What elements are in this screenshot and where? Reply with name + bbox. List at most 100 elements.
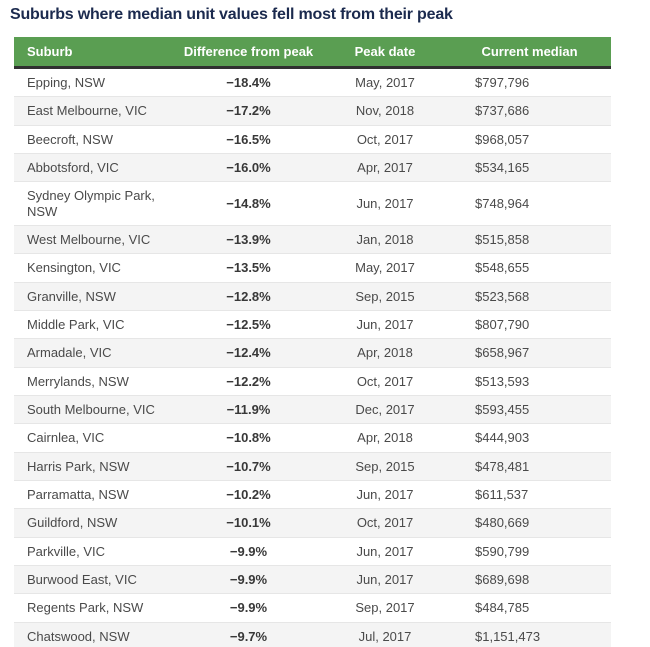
cell-suburb: Parkville, VIC [14, 536, 175, 566]
cell-peak-date: Sep, 2017 [322, 593, 448, 623]
table-row: Cairnlea, VIC −10.8% Apr, 2018 $444,903 [14, 423, 611, 453]
cell-current-median: $1,151,473 [448, 621, 611, 647]
cell-peak-date: May, 2017 [355, 75, 415, 90]
cell-suburb: East Melbourne, VIC [14, 96, 175, 126]
cell-peak-date: Apr, 2018 [322, 423, 448, 453]
cell-suburb: Guildford, NSW [14, 508, 175, 538]
cell-current-median: $515,858 [448, 224, 611, 254]
cell-current-median: $478,481 [448, 451, 611, 481]
cell-peak-date: Oct, 2017 [322, 124, 448, 154]
table-row: East Melbourne, VIC −17.2% Nov, 2018 $737,6… [14, 96, 611, 126]
cell-peak-date: Oct, 2017 [322, 508, 448, 538]
cell-difference-from-peak: −12.8% [175, 281, 322, 311]
cell-difference-from-peak: −10.1% [175, 508, 322, 538]
table-row: Kensington, VIC −13.5% May, 2017 $548,655 [14, 253, 611, 283]
cell-peak-date: Apr, 2017 [322, 152, 448, 182]
cell-current-median: $658,967 [448, 338, 611, 368]
cell-peak-date: Jun, 2017 [322, 309, 448, 339]
cell-suburb: Regents Park, NSW [14, 593, 175, 623]
cell-suburb: Epping, NSW [27, 75, 106, 90]
cell-current-median: $807,790 [448, 309, 611, 339]
cell-difference-from-peak: −9.9% [175, 593, 322, 623]
cell-suburb: Sydney Olympic Park, NSW [14, 181, 175, 226]
cell-current-median: $523,568 [448, 281, 611, 311]
data-table-container: Suburb Difference from peak Peak date Cu… [14, 37, 611, 647]
cell-current-median: $593,455 [448, 394, 611, 424]
column-header-peak-date: Peak date [322, 37, 448, 69]
table-row: Epping, NSW −18.4% May, 2017 $797,796 [14, 68, 611, 97]
table-row: Granville, NSW −12.8% Sep, 2015 $523,568 [14, 281, 611, 311]
cell-current-median: $548,655 [448, 253, 611, 283]
page-title: Suburbs where median unit values fell mo… [10, 6, 453, 23]
cell-difference-from-peak: −13.9% [175, 224, 322, 254]
cell-suburb: Chatswood, NSW [14, 621, 175, 647]
cell-difference-from-peak: −17.2% [175, 96, 322, 126]
cell-peak-date: Apr, 2018 [322, 338, 448, 368]
cell-current-median: $513,593 [448, 366, 611, 396]
cell-suburb: Cairnlea, VIC [14, 423, 175, 453]
table-row: Merrylands, NSW −12.2% Oct, 2017 $513,593 [14, 366, 611, 396]
cell-difference-from-peak: −13.5% [175, 253, 322, 283]
cell-current-median: $480,669 [448, 508, 611, 538]
cell-peak-date: Jul, 2017 [322, 621, 448, 647]
cell-current-median: $590,799 [448, 536, 611, 566]
cell-peak-date: Sep, 2015 [322, 451, 448, 481]
cell-peak-date: Jan, 2018 [322, 224, 448, 254]
cell-current-median: $968,057 [448, 124, 611, 154]
cell-current-median: $484,785 [448, 593, 611, 623]
cell-difference-from-peak: −11.9% [175, 394, 322, 424]
table-body: Epping, NSW −18.4% May, 2017 $797,796 East M… [14, 68, 611, 647]
data-table: Suburb Difference from peak Peak date Cu… [14, 37, 611, 647]
cell-current-median: $611,537 [448, 479, 611, 509]
cell-difference-from-peak: −14.8% [175, 181, 322, 226]
cell-difference-from-peak: −12.5% [175, 309, 322, 339]
cell-suburb: South Melbourne, VIC [14, 394, 175, 424]
cell-suburb: Beecroft, NSW [14, 124, 175, 154]
cell-current-median: $444,903 [448, 423, 611, 453]
table-row: Armadale, VIC −12.4% Apr, 2018 $658,967 [14, 338, 611, 368]
table-header-row: Suburb Difference from peak Peak date Cu… [14, 37, 611, 69]
cell-peak-date: Oct, 2017 [322, 366, 448, 396]
table-row: South Melbourne, VIC −11.9% Dec, 2017 $593,… [14, 394, 611, 424]
cell-current-median: $534,165 [448, 152, 611, 182]
cell-suburb: Abbotsford, VIC [14, 152, 175, 182]
table-row: Beecroft, NSW −16.5% Oct, 2017 $968,057 [14, 124, 611, 154]
cell-suburb: Merrylands, NSW [14, 366, 175, 396]
cell-peak-date: Jun, 2017 [322, 181, 448, 226]
cell-difference-from-peak: −9.7% [175, 621, 322, 647]
cell-suburb: Kensington, VIC [14, 253, 175, 283]
cell-suburb: Parramatta, NSW [14, 479, 175, 509]
table-row: Guildford, NSW −10.1% Oct, 2017 $480,669 [14, 508, 611, 538]
cell-difference-from-peak: −16.5% [175, 124, 322, 154]
cell-peak-date: May, 2017 [322, 253, 448, 283]
cell-suburb: Armadale, VIC [14, 338, 175, 368]
cell-peak-date: Sep, 2015 [322, 281, 448, 311]
cell-difference-from-peak: −9.9% [175, 536, 322, 566]
cell-suburb: Burwood East, VIC [14, 564, 175, 594]
cell-difference-from-peak: −12.2% [175, 366, 322, 396]
cell-difference-from-peak: −9.9% [175, 564, 322, 594]
cell-peak-date: Jun, 2017 [322, 564, 448, 594]
table-row: Chatswood, NSW −9.7% Jul, 2017 $1,151,473 [14, 621, 611, 647]
table-row: Abbotsford, VIC −16.0% Apr, 2017 $534,165 [14, 152, 611, 182]
cell-suburb: Granville, NSW [14, 281, 175, 311]
table-row: Parkville, VIC −9.9% Jun, 2017 $590,799 [14, 536, 611, 566]
cell-difference-from-peak: −10.8% [175, 423, 322, 453]
table-row: Middle Park, VIC −12.5% Jun, 2017 $807,790 [14, 309, 611, 339]
cell-current-median: $797,796 [475, 75, 530, 90]
cell-current-median: $737,686 [448, 96, 611, 126]
table-row: Burwood East, VIC −9.9% Jun, 2017 $689,698 [14, 564, 611, 594]
cell-peak-date: Jun, 2017 [322, 479, 448, 509]
cell-suburb: Middle Park, VIC [14, 309, 175, 339]
column-header-difference-from-peak: Difference from peak [175, 37, 322, 69]
cell-current-median: $689,698 [448, 564, 611, 594]
table-row: Harris Park, NSW −10.7% Sep, 2015 $478,481 [14, 451, 611, 481]
cell-difference-from-peak: −12.4% [175, 338, 322, 368]
table-row: Sydney Olympic Park, NSW −14.8% Jun, 2017 $… [14, 181, 611, 226]
cell-peak-date: Dec, 2017 [322, 394, 448, 424]
cell-difference-from-peak: −16.0% [175, 152, 322, 182]
cell-peak-date: Nov, 2018 [322, 96, 448, 126]
cell-difference-from-peak: −10.7% [175, 451, 322, 481]
cell-suburb: Harris Park, NSW [14, 451, 175, 481]
column-header-current-median: Current median [448, 37, 611, 69]
